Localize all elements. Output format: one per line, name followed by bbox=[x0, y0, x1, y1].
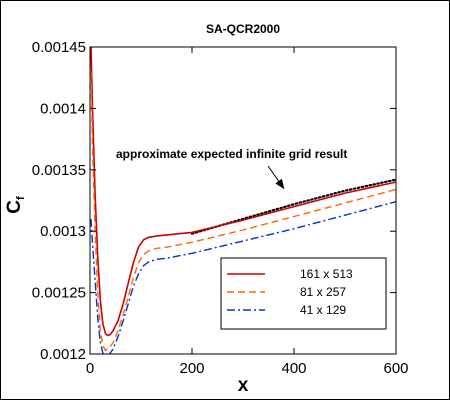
series-line-161x513 bbox=[90, 47, 396, 337]
y-tick-label: 0.00135 bbox=[32, 162, 86, 179]
y-tick-label: 0.0012 bbox=[40, 346, 86, 363]
plot-area-frame bbox=[89, 46, 397, 355]
y-tick-label: 0.00145 bbox=[32, 39, 86, 56]
x-tick-label: 600 bbox=[383, 360, 408, 377]
y-tick-label: 0.00125 bbox=[32, 285, 86, 302]
y-axis-label-subscript: f bbox=[15, 196, 27, 200]
x-tick-label: 0 bbox=[86, 360, 94, 377]
x-tick-label: 200 bbox=[179, 360, 204, 377]
legend-label: 81 x 257 bbox=[300, 285, 346, 299]
y-tick-label: 0.0013 bbox=[40, 223, 86, 240]
series-line-41x129 bbox=[90, 201, 396, 354]
y-axis-label-main: C bbox=[4, 200, 25, 214]
legend-label: 41 x 129 bbox=[300, 303, 346, 317]
annotation-group: approximate expected infinite grid resul… bbox=[116, 147, 347, 190]
x-tick-label: 400 bbox=[281, 360, 306, 377]
legend: 161 x 513 81 x 257 41 x 129 bbox=[220, 257, 387, 330]
series-layer bbox=[90, 47, 396, 354]
annotation-arrow bbox=[267, 165, 285, 190]
x-axis-label: x bbox=[238, 375, 249, 396]
annotation-text: approximate expected infinite grid resul… bbox=[116, 147, 347, 161]
series-line-81x257 bbox=[90, 71, 396, 352]
ticks-layer: 0 200 400 600 0.0012 0.00125 0.0013 0.00135 0.00… bbox=[32, 39, 409, 377]
legend-label: 161 x 513 bbox=[300, 267, 353, 281]
svg-text:Cf: Cf bbox=[4, 196, 27, 214]
legend-box bbox=[220, 257, 387, 330]
y-axis-label: Cf bbox=[4, 196, 27, 214]
y-tick-label: 0.0014 bbox=[40, 100, 86, 117]
chart-title: SA-QCR2000 bbox=[206, 22, 280, 36]
